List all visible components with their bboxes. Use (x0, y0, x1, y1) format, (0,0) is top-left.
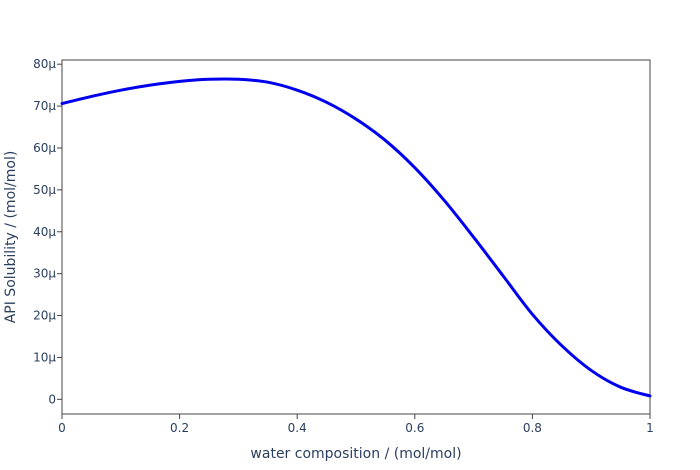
x-tick-label: 1 (646, 421, 654, 435)
y-tick-label: 0 (48, 392, 56, 406)
y-axis-ticks: 0 10μ 20μ 30μ 40μ 50μ 60μ 70μ 80μ (33, 57, 62, 406)
y-tick-label: 70μ (33, 99, 56, 113)
y-tick-label: 40μ (33, 225, 56, 239)
x-tick-label: 0 (58, 421, 66, 435)
x-axis-title: water composition / (mol/mol) (250, 446, 461, 462)
y-tick-label: 30μ (33, 267, 56, 281)
y-tick-label: 20μ (33, 309, 56, 323)
y-tick-label: 10μ (33, 350, 56, 364)
y-tick-label: 60μ (33, 141, 56, 155)
x-tick-label: 0.6 (405, 421, 424, 435)
solubility-series-line (60, 77, 652, 398)
y-tick-label: 80μ (33, 57, 56, 71)
y-axis-title: API Solubility / (mol/mol) (3, 151, 19, 324)
x-axis-ticks: 0 0.2 0.4 0.6 0.8 1 (58, 414, 654, 435)
x-tick-label: 0.4 (288, 421, 307, 435)
x-tick-label: 0.8 (523, 421, 542, 435)
x-tick-label: 0.2 (170, 421, 189, 435)
plot-frame (61, 59, 651, 415)
y-tick-label: 50μ (33, 183, 56, 197)
